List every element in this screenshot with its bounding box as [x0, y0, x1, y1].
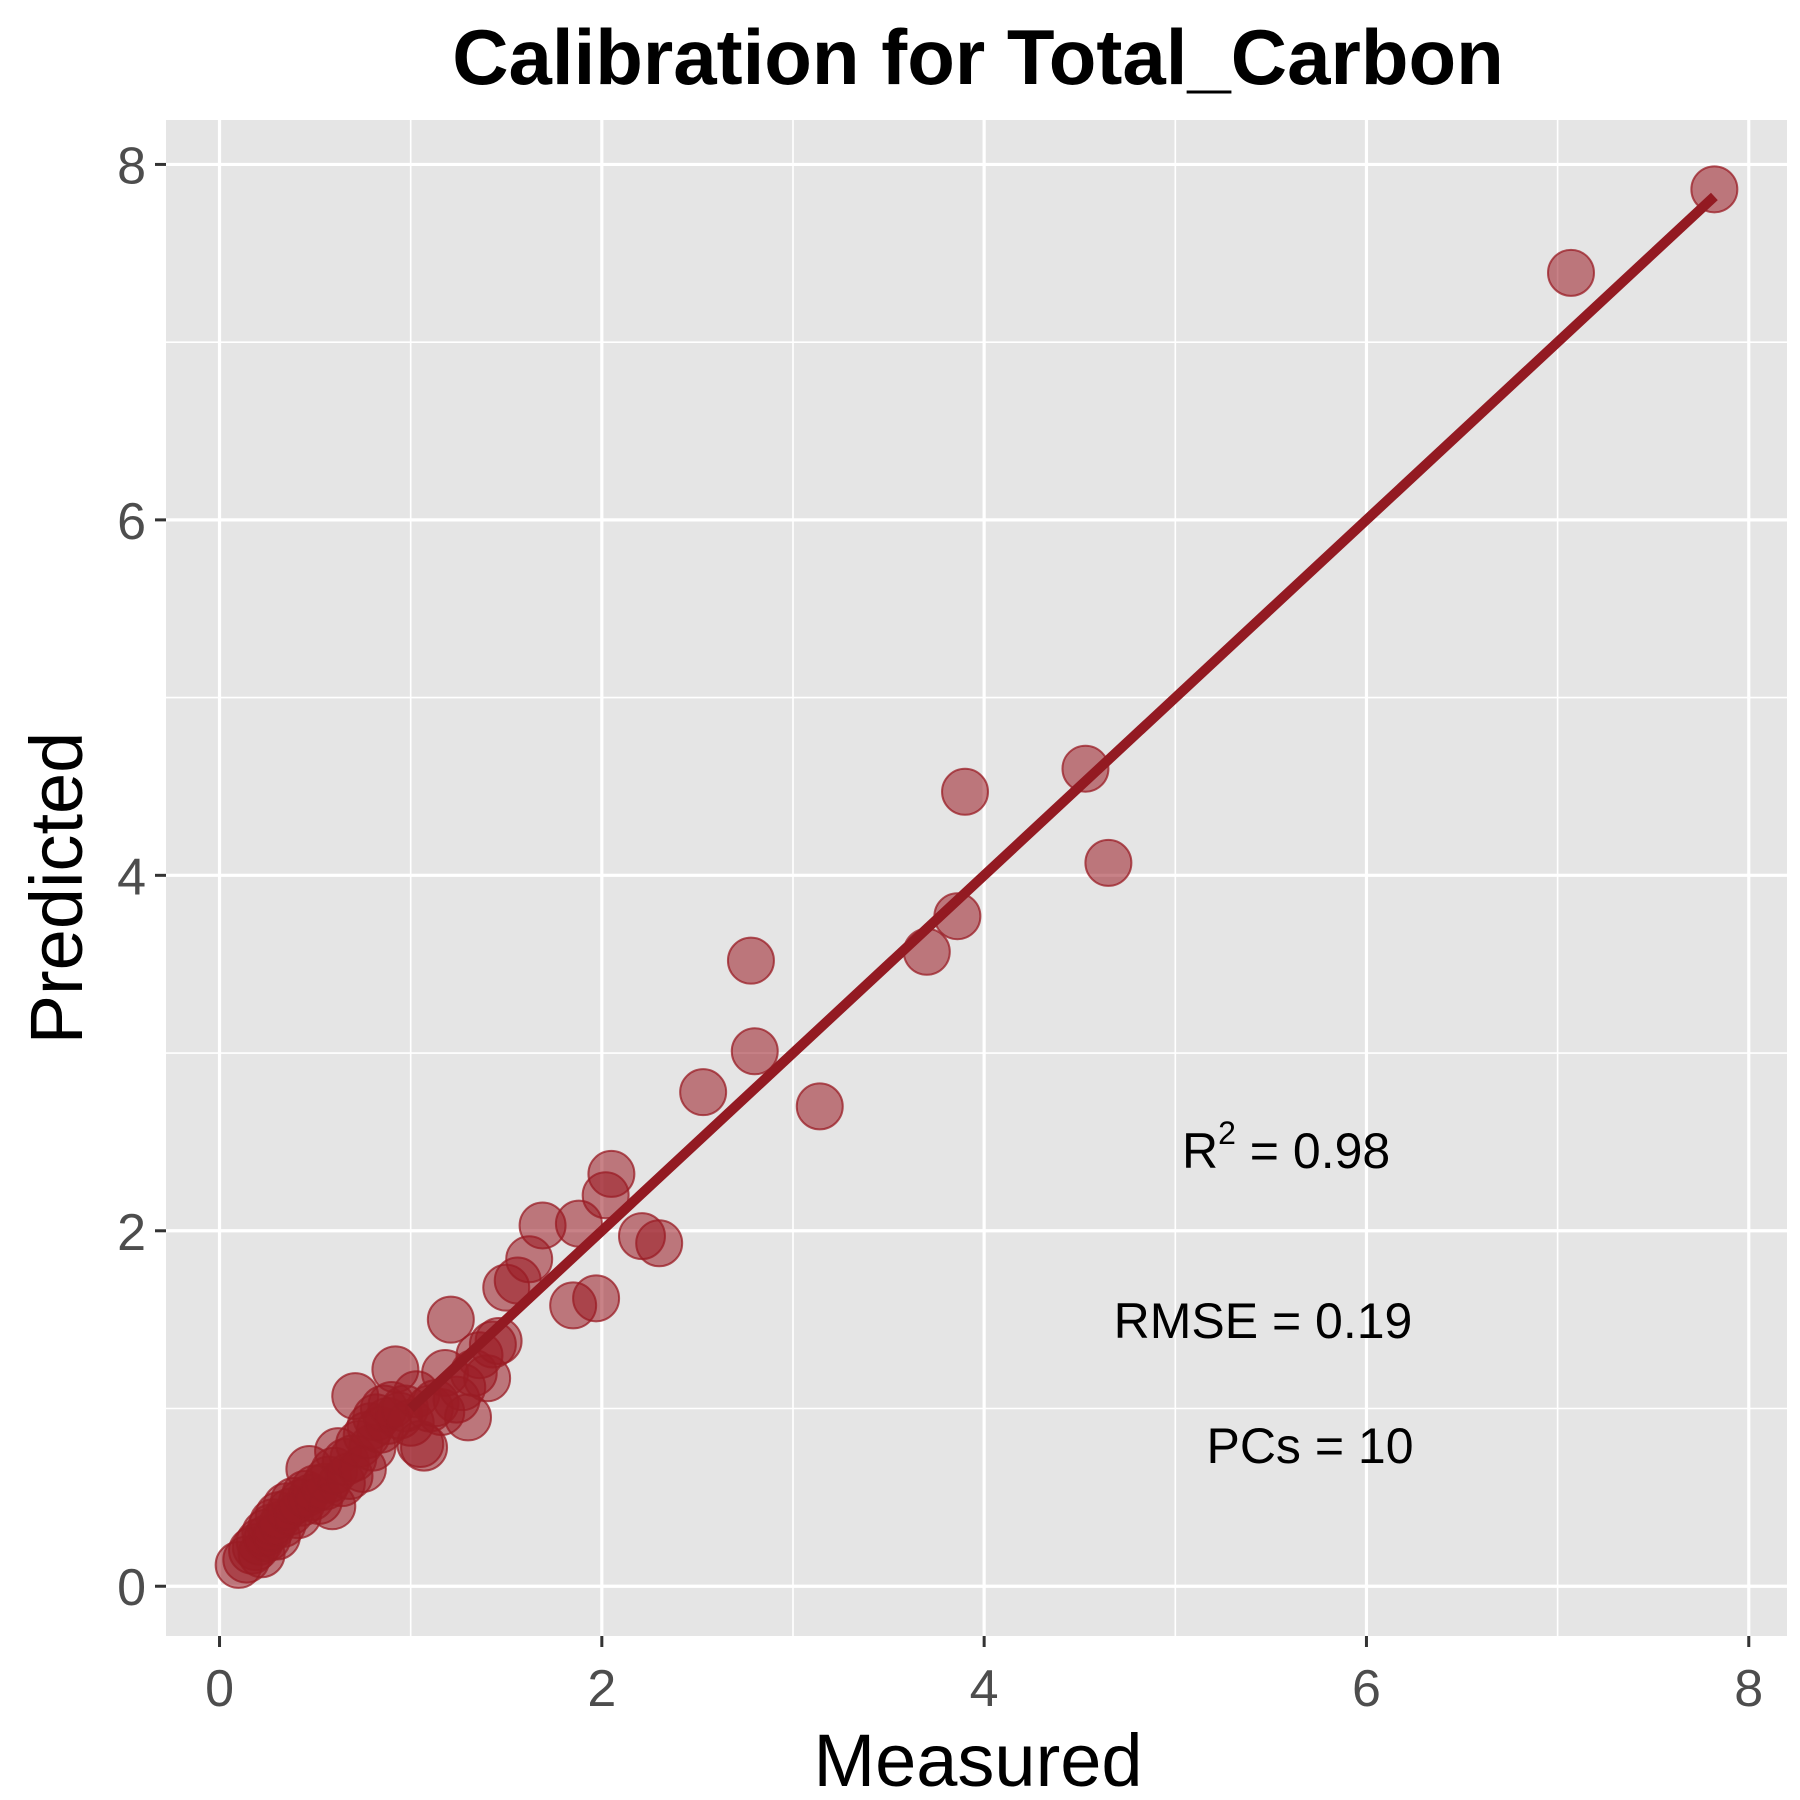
x-tick-label: 6 — [1352, 1660, 1381, 1718]
data-point — [1546, 248, 1595, 297]
x-axis-ticks: 0 2 4 6 8 — [205, 1636, 1763, 1718]
data-point — [679, 1068, 728, 1117]
data-point — [587, 1149, 636, 1198]
data-point — [635, 1219, 684, 1268]
data-point — [1084, 838, 1133, 887]
x-tick-label: 0 — [205, 1660, 234, 1718]
data-point — [572, 1274, 621, 1323]
minor-gridlines — [166, 120, 1787, 1636]
rmse-annotation: RMSE = 0.19 — [1114, 1293, 1413, 1349]
data-point — [795, 1082, 844, 1131]
data-points — [214, 165, 1739, 1589]
data-point — [1061, 744, 1110, 793]
stats-annotations: R2 = 0.98 RMSE = 0.19 PCs = 10 — [1114, 1115, 1414, 1474]
y-tick-label: 4 — [117, 848, 146, 906]
y-tick-label: 2 — [117, 1204, 146, 1262]
y-tick-label: 6 — [117, 493, 146, 551]
x-axis-title: Measured — [813, 1719, 1142, 1800]
chart-title: Calibration for Total_Carbon — [452, 13, 1504, 101]
data-point — [726, 936, 775, 985]
fit-line-layer — [407, 192, 1718, 1413]
data-point — [941, 767, 990, 816]
y-axis-title: Predicted — [15, 732, 98, 1045]
x-tick-label: 2 — [587, 1660, 616, 1718]
data-point — [426, 1295, 475, 1344]
x-tick-label: 4 — [970, 1660, 999, 1718]
r-squared-symbol: R — [1182, 1123, 1218, 1179]
r-squared-superscript: 2 — [1218, 1115, 1236, 1151]
y-tick-label: 8 — [117, 137, 146, 195]
data-point — [902, 927, 951, 976]
x-tick-label: 8 — [1734, 1660, 1763, 1718]
r-squared-value: = 0.98 — [1236, 1123, 1390, 1179]
r-squared-annotation: R2 = 0.98 — [1182, 1115, 1390, 1179]
data-point — [730, 1027, 779, 1076]
y-tick-label: 0 — [117, 1559, 146, 1617]
data-point — [474, 1316, 523, 1365]
fit-line — [407, 192, 1718, 1413]
pcs-annotation: PCs = 10 — [1206, 1418, 1413, 1474]
y-axis-ticks: 0 2 4 6 8 — [117, 137, 166, 1617]
